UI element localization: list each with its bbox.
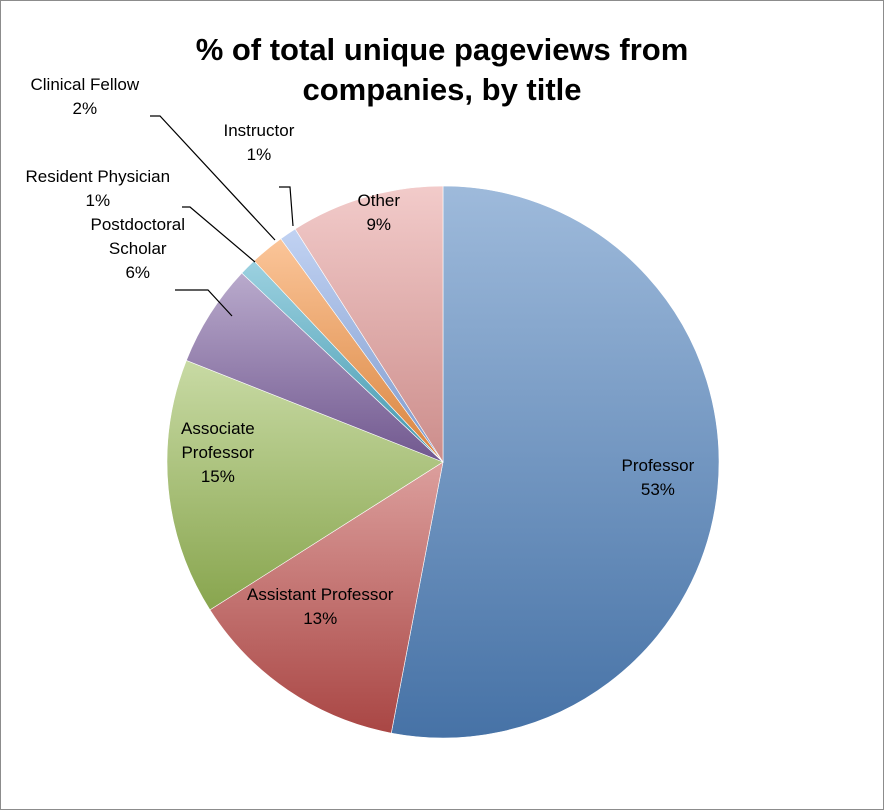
data-label-line: 2% bbox=[72, 99, 98, 118]
data-label-resident-physician: Resident Physician 1% bbox=[26, 165, 171, 213]
chart-title-line-1: % of total unique pageviews from bbox=[195, 32, 689, 67]
data-label-postdoctoral-scholar: Postdoctoral Scholar 6% bbox=[91, 213, 186, 285]
data-label-line: 15% bbox=[200, 467, 235, 486]
data-label-other: Other 9% bbox=[358, 189, 401, 237]
data-label-line: Assistant Professor bbox=[247, 585, 394, 604]
pie-slice-professor bbox=[390, 185, 720, 739]
leader-line-clinical-fellow bbox=[150, 115, 276, 241]
data-label-clinical-fellow: Clinical Fellow 2% bbox=[31, 73, 140, 121]
data-label-line: 1% bbox=[85, 191, 111, 210]
data-label-line: Scholar bbox=[108, 239, 167, 258]
leader-line-resident-physician bbox=[182, 206, 256, 263]
data-label-line: Postdoctoral bbox=[90, 215, 186, 234]
chart-title-line-2: companies, by title bbox=[302, 72, 582, 107]
data-label-line: 53% bbox=[640, 480, 675, 499]
leader-line-postdoctoral-scholar bbox=[175, 289, 233, 317]
data-label-line: Other bbox=[357, 191, 401, 210]
pie-slice-other bbox=[294, 185, 444, 464]
data-label-line: 13% bbox=[303, 609, 338, 628]
data-label-instructor: Instructor 1% bbox=[224, 119, 295, 167]
data-label-associate-professor: Associate Professor 15% bbox=[181, 417, 255, 489]
data-label-line: 6% bbox=[125, 263, 151, 282]
data-label-line: Instructor bbox=[223, 121, 295, 140]
chart-title: % of total unique pageviews from compani… bbox=[0, 30, 884, 110]
data-label-line: Clinical Fellow bbox=[30, 75, 140, 94]
data-label-line: Professor bbox=[621, 456, 695, 475]
data-label-line: Associate bbox=[181, 419, 255, 438]
data-label-line: Resident Physician bbox=[25, 167, 171, 186]
data-label-line: 1% bbox=[246, 145, 272, 164]
data-label-line: 9% bbox=[366, 215, 392, 234]
data-label-assistant-professor: Assistant Professor 13% bbox=[247, 583, 393, 631]
data-label-professor: Professor 53% bbox=[622, 454, 695, 502]
pie-slice-assistant-professor bbox=[209, 461, 444, 734]
leader-line-instructor bbox=[279, 186, 294, 227]
data-label-line: Professor bbox=[181, 443, 255, 462]
pie-slice-associate-professor bbox=[166, 360, 444, 611]
